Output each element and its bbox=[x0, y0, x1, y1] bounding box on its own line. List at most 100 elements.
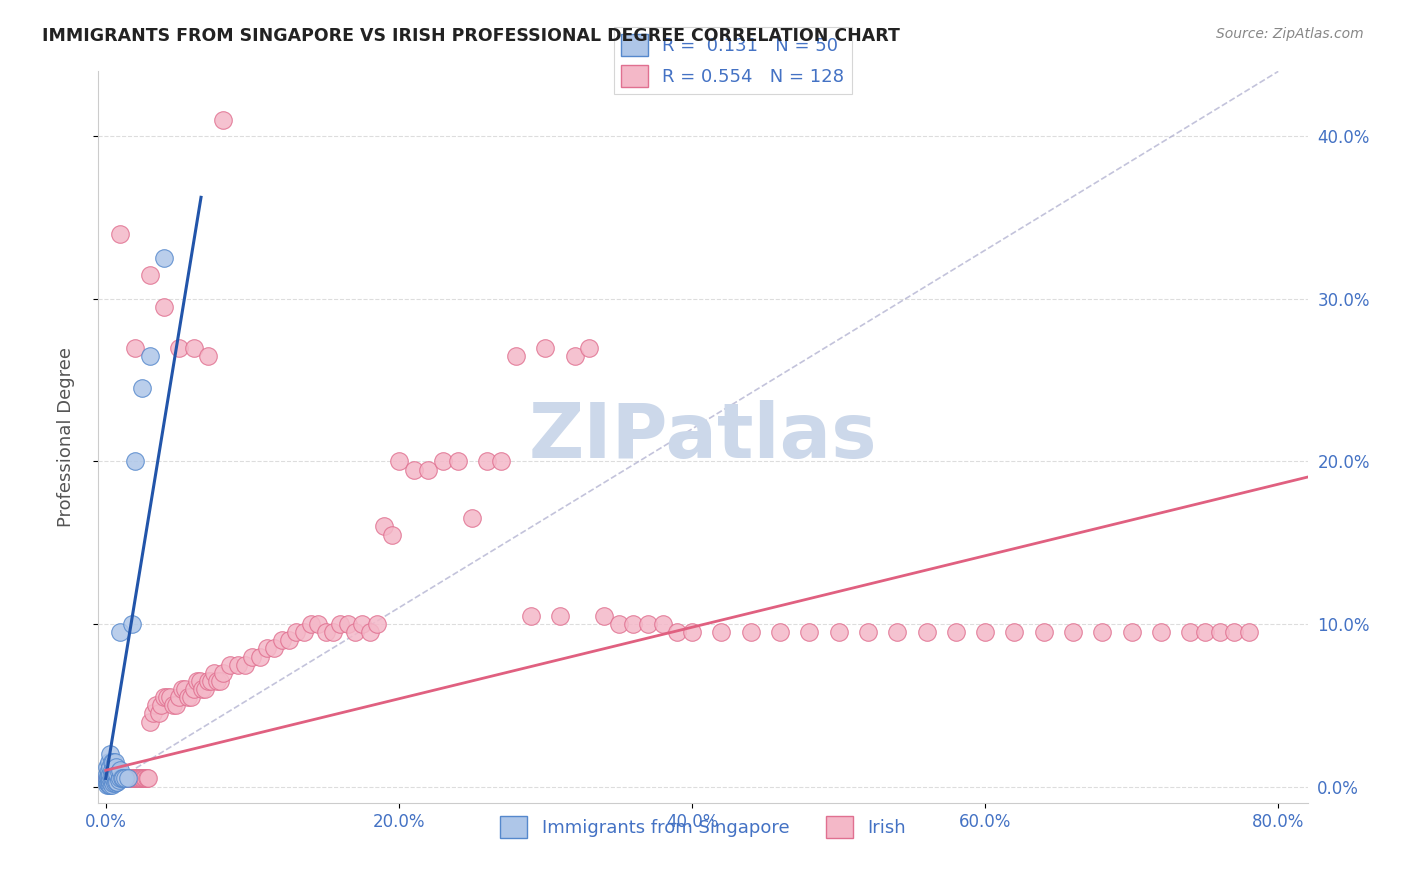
Point bbox=[336, 617, 359, 632]
Point bbox=[307, 617, 329, 632]
Point bbox=[402, 462, 425, 476]
Point bbox=[107, 772, 129, 786]
Point bbox=[197, 673, 219, 688]
Point bbox=[380, 527, 402, 541]
Point bbox=[432, 454, 454, 468]
Point bbox=[96, 760, 118, 774]
Point bbox=[124, 454, 146, 468]
Point bbox=[194, 681, 217, 696]
Point bbox=[98, 774, 121, 789]
Point bbox=[651, 617, 673, 632]
Point bbox=[200, 673, 222, 688]
Point bbox=[366, 617, 388, 632]
Point bbox=[827, 625, 849, 640]
Point bbox=[142, 706, 165, 721]
Point bbox=[105, 768, 128, 782]
Point bbox=[153, 690, 176, 705]
Point bbox=[292, 625, 315, 640]
Point bbox=[1180, 625, 1202, 640]
Point bbox=[105, 760, 128, 774]
Point bbox=[97, 755, 120, 769]
Point bbox=[1121, 625, 1143, 640]
Point bbox=[100, 778, 122, 792]
Point bbox=[98, 747, 121, 761]
Point bbox=[138, 714, 160, 729]
Point bbox=[212, 665, 235, 680]
Point bbox=[270, 633, 292, 648]
Point bbox=[186, 673, 208, 688]
Point bbox=[799, 625, 821, 640]
Point bbox=[96, 772, 118, 786]
Text: IMMIGRANTS FROM SINGAPORE VS IRISH PROFESSIONAL DEGREE CORRELATION CHART: IMMIGRANTS FROM SINGAPORE VS IRISH PROFE… bbox=[42, 27, 900, 45]
Point bbox=[343, 625, 366, 640]
Point bbox=[373, 519, 395, 533]
Point bbox=[103, 770, 125, 784]
Point bbox=[120, 772, 142, 786]
Point bbox=[159, 690, 181, 705]
Point bbox=[177, 690, 200, 705]
Point bbox=[856, 625, 879, 640]
Point bbox=[418, 462, 440, 476]
Point bbox=[681, 625, 703, 640]
Point bbox=[97, 778, 120, 792]
Point bbox=[388, 454, 411, 468]
Point bbox=[135, 772, 157, 786]
Point bbox=[520, 608, 543, 623]
Point bbox=[1208, 625, 1230, 640]
Point bbox=[475, 454, 498, 468]
Point bbox=[122, 772, 145, 786]
Point bbox=[1194, 625, 1216, 640]
Point bbox=[117, 772, 139, 786]
Point bbox=[974, 625, 997, 640]
Point bbox=[103, 764, 125, 778]
Point bbox=[108, 764, 131, 779]
Point bbox=[769, 625, 792, 640]
Point bbox=[96, 774, 118, 789]
Point bbox=[150, 698, 173, 713]
Point bbox=[188, 673, 211, 688]
Point bbox=[322, 625, 344, 640]
Point bbox=[167, 690, 190, 705]
Point bbox=[97, 768, 120, 782]
Point bbox=[205, 673, 228, 688]
Point bbox=[100, 772, 122, 787]
Point bbox=[100, 764, 122, 778]
Point bbox=[111, 772, 134, 786]
Point bbox=[534, 341, 557, 355]
Point bbox=[100, 772, 122, 786]
Point bbox=[156, 690, 179, 705]
Point bbox=[98, 766, 121, 780]
Point bbox=[96, 772, 118, 786]
Point bbox=[97, 772, 120, 786]
Point bbox=[256, 641, 278, 656]
Point bbox=[96, 778, 118, 792]
Point bbox=[461, 511, 484, 525]
Point bbox=[145, 698, 167, 713]
Point bbox=[621, 617, 644, 632]
Point bbox=[249, 649, 271, 664]
Point bbox=[112, 772, 135, 786]
Text: Source: ZipAtlas.com: Source: ZipAtlas.com bbox=[1216, 27, 1364, 41]
Point bbox=[359, 625, 381, 640]
Point bbox=[105, 772, 128, 786]
Point bbox=[209, 673, 232, 688]
Point bbox=[1062, 625, 1084, 640]
Point bbox=[129, 772, 152, 786]
Text: ZIPatlas: ZIPatlas bbox=[529, 401, 877, 474]
Point bbox=[183, 341, 205, 355]
Point bbox=[110, 227, 132, 241]
Point bbox=[167, 341, 190, 355]
Point bbox=[108, 772, 131, 787]
Point bbox=[329, 617, 352, 632]
Point bbox=[98, 778, 121, 792]
Point bbox=[97, 776, 120, 790]
Point bbox=[352, 617, 374, 632]
Point bbox=[103, 776, 125, 790]
Point bbox=[124, 772, 146, 786]
Point bbox=[110, 772, 132, 786]
Point bbox=[1004, 625, 1026, 640]
Point bbox=[97, 770, 120, 784]
Point bbox=[945, 625, 967, 640]
Point bbox=[96, 766, 118, 780]
Point bbox=[666, 625, 689, 640]
